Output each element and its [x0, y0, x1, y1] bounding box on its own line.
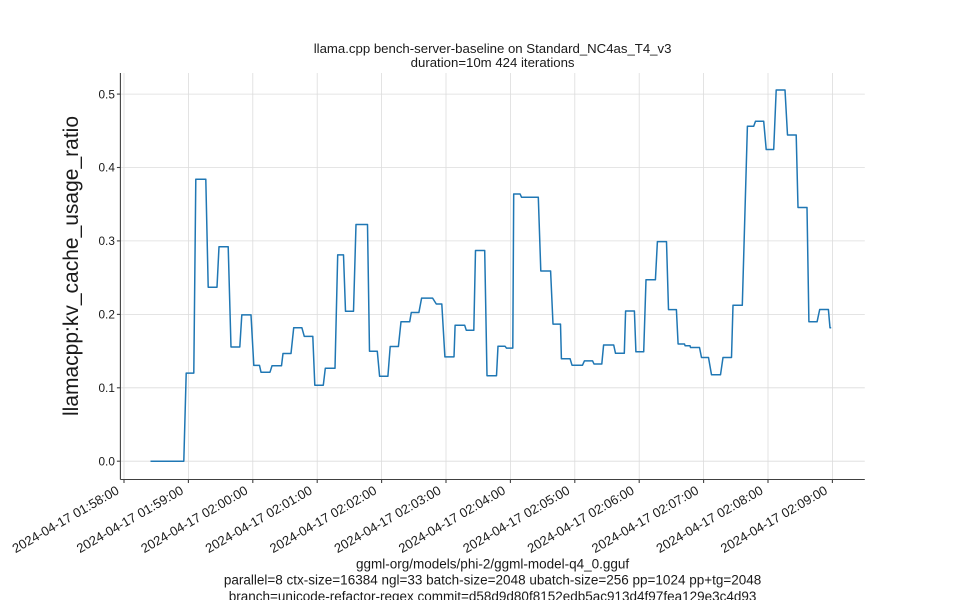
- svg-text:2024-04-17 02:01:00: 2024-04-17 02:01:00: [203, 483, 315, 556]
- svg-text:0.0: 0.0: [98, 454, 115, 468]
- svg-text:2024-04-17 02:06:00: 2024-04-17 02:06:00: [525, 483, 637, 556]
- svg-text:0.2: 0.2: [98, 308, 114, 322]
- svg-text:2024-04-17 02:00:00: 2024-04-17 02:00:00: [138, 483, 250, 556]
- svg-text:2024-04-17 01:58:00: 2024-04-17 01:58:00: [9, 483, 121, 556]
- svg-text:0.4: 0.4: [98, 161, 115, 175]
- svg-text:2024-04-17 01:59:00: 2024-04-17 01:59:00: [74, 483, 186, 556]
- svg-text:2024-04-17 02:09:00: 2024-04-17 02:09:00: [718, 483, 830, 556]
- svg-text:2024-04-17 02:02:00: 2024-04-17 02:02:00: [267, 483, 379, 556]
- svg-text:0.5: 0.5: [98, 87, 115, 101]
- svg-text:0.3: 0.3: [98, 234, 115, 248]
- svg-text:duration=10m 424 iterations: duration=10m 424 iterations: [411, 55, 575, 70]
- svg-text:llamacpp:kv_cache_usage_ratio: llamacpp:kv_cache_usage_ratio: [60, 116, 83, 416]
- svg-text:parallel=8 ctx-size=16384 ngl=: parallel=8 ctx-size=16384 ngl=33 batch-s…: [224, 573, 761, 588]
- svg-text:llama.cpp bench-server-baselin: llama.cpp bench-server-baseline on Stand…: [314, 41, 672, 56]
- svg-text:2024-04-17 02:05:00: 2024-04-17 02:05:00: [460, 483, 572, 556]
- svg-text:ggml-org/models/phi-2/ggml-mod: ggml-org/models/phi-2/ggml-model-q4_0.gg…: [356, 557, 629, 572]
- svg-text:branch=unicode-refactor-regex: branch=unicode-refactor-regex commit=d58…: [229, 589, 757, 600]
- svg-text:2024-04-17 02:04:00: 2024-04-17 02:04:00: [396, 483, 508, 556]
- svg-text:0.1: 0.1: [98, 381, 114, 395]
- svg-text:2024-04-17 02:07:00: 2024-04-17 02:07:00: [589, 483, 701, 556]
- svg-text:2024-04-17 02:03:00: 2024-04-17 02:03:00: [331, 483, 443, 556]
- svg-text:2024-04-17 02:08:00: 2024-04-17 02:08:00: [653, 483, 765, 556]
